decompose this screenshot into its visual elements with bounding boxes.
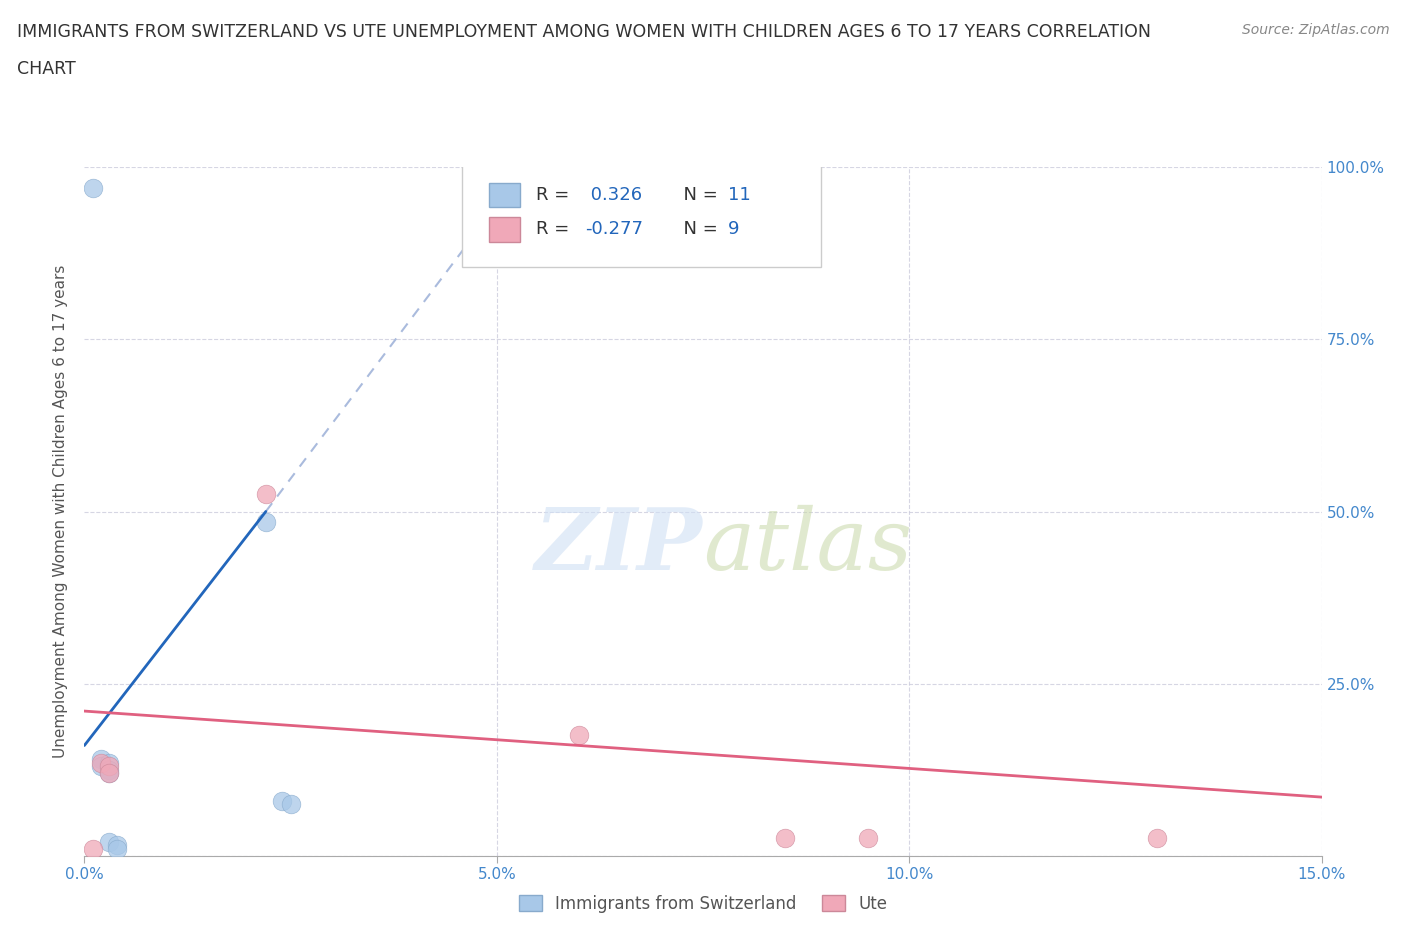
Y-axis label: Unemployment Among Women with Children Ages 6 to 17 years: Unemployment Among Women with Children A… — [53, 265, 69, 758]
Text: N =: N = — [672, 220, 724, 238]
Text: ZIP: ZIP — [536, 504, 703, 588]
FancyBboxPatch shape — [461, 164, 821, 267]
Point — [105, 842, 128, 857]
Legend: Immigrants from Switzerland, Ute: Immigrants from Switzerland, Ute — [512, 888, 894, 920]
Point — [775, 831, 797, 846]
Text: N =: N = — [672, 186, 724, 204]
Text: Source: ZipAtlas.com: Source: ZipAtlas.com — [1241, 23, 1389, 37]
Text: 0.326: 0.326 — [585, 186, 643, 204]
Point — [98, 834, 121, 849]
Text: -0.277: -0.277 — [585, 220, 644, 238]
Point — [98, 759, 121, 774]
Point — [82, 842, 104, 857]
Point — [254, 514, 277, 529]
Text: R =: R = — [536, 186, 575, 204]
Point — [90, 755, 112, 770]
Point — [90, 751, 112, 766]
Point — [98, 765, 121, 780]
Point — [105, 838, 128, 853]
Text: IMMIGRANTS FROM SWITZERLAND VS UTE UNEMPLOYMENT AMONG WOMEN WITH CHILDREN AGES 6: IMMIGRANTS FROM SWITZERLAND VS UTE UNEMP… — [17, 23, 1152, 41]
Point — [82, 180, 104, 195]
FancyBboxPatch shape — [489, 217, 520, 242]
Text: 11: 11 — [728, 186, 751, 204]
Text: R =: R = — [536, 220, 575, 238]
Point — [98, 755, 121, 770]
Point — [856, 831, 879, 846]
Point — [271, 793, 294, 808]
Point — [1146, 831, 1168, 846]
FancyBboxPatch shape — [489, 182, 520, 207]
Point — [280, 796, 302, 811]
Text: 9: 9 — [728, 220, 740, 238]
Point — [90, 759, 112, 774]
Text: CHART: CHART — [17, 60, 76, 78]
Text: atlas: atlas — [703, 505, 912, 587]
Point — [98, 765, 121, 780]
Point — [98, 763, 121, 777]
Point — [568, 728, 591, 743]
Point — [254, 487, 277, 502]
